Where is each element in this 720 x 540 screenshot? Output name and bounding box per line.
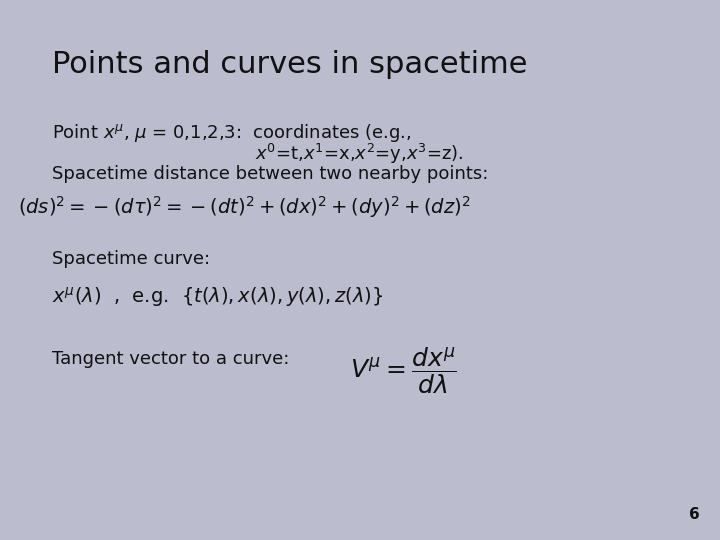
- Text: $V^\mu = \dfrac{dx^\mu}{d\lambda}$: $V^\mu = \dfrac{dx^\mu}{d\lambda}$: [350, 345, 457, 396]
- Text: $x^0$=t,$x^1$=x,$x^2$=y,$x^3$=z).: $x^0$=t,$x^1$=x,$x^2$=y,$x^3$=z).: [255, 142, 464, 166]
- Text: Spacetime curve:: Spacetime curve:: [52, 250, 210, 268]
- Text: $(ds)^2 = -(d\tau)^2 = -(dt)^2+(dx)^2+(dy)^2+(dz)^2$: $(ds)^2 = -(d\tau)^2 = -(dt)^2+(dx)^2+(d…: [18, 194, 471, 220]
- Text: Tangent vector to a curve:: Tangent vector to a curve:: [52, 350, 289, 368]
- Text: 6: 6: [689, 507, 700, 522]
- Text: Point $x^\mu$, $\mu$ = 0,1,2,3:  coordinates (e.g.,: Point $x^\mu$, $\mu$ = 0,1,2,3: coordina…: [52, 122, 411, 144]
- Text: Spacetime distance between two nearby points:: Spacetime distance between two nearby po…: [52, 165, 488, 183]
- Text: Points and curves in spacetime: Points and curves in spacetime: [52, 50, 528, 79]
- Text: $x^\mu(\lambda)$  ,  e.g.  $\{t(\lambda), x(\lambda), y(\lambda), z(\lambda)\}$: $x^\mu(\lambda)$ , e.g. $\{t(\lambda), x…: [52, 285, 384, 309]
